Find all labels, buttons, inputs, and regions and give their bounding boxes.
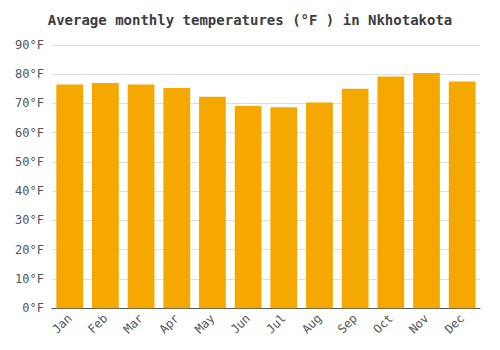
svg-text:80°F: 80°F (15, 67, 44, 81)
svg-text:Aug: Aug (299, 311, 324, 336)
svg-text:Dec: Dec (442, 311, 467, 336)
svg-text:60°F: 60°F (15, 126, 44, 140)
svg-text:10°F: 10°F (15, 272, 44, 286)
svg-text:90°F: 90°F (15, 38, 44, 52)
svg-text:20°F: 20°F (15, 243, 44, 257)
svg-text:50°F: 50°F (15, 155, 44, 169)
svg-text:Jul: Jul (264, 311, 289, 336)
svg-text:May: May (192, 311, 217, 336)
svg-text:Apr: Apr (156, 311, 181, 336)
svg-text:Jun: Jun (228, 311, 253, 336)
svg-text:0°F: 0°F (22, 301, 44, 315)
svg-text:30°F: 30°F (15, 213, 44, 227)
svg-text:Oct: Oct (371, 311, 396, 336)
svg-text:Jan: Jan (49, 311, 74, 336)
svg-text:40°F: 40°F (15, 184, 44, 198)
svg-text:Sep: Sep (335, 311, 360, 336)
svg-text:Feb: Feb (85, 311, 110, 336)
svg-text:Nov: Nov (406, 311, 431, 336)
svg-text:Average monthly temperatures (: Average monthly temperatures (°F ) in Nk… (48, 12, 453, 28)
svg-text:70°F: 70°F (15, 96, 44, 110)
svg-text:Mar: Mar (121, 311, 146, 336)
